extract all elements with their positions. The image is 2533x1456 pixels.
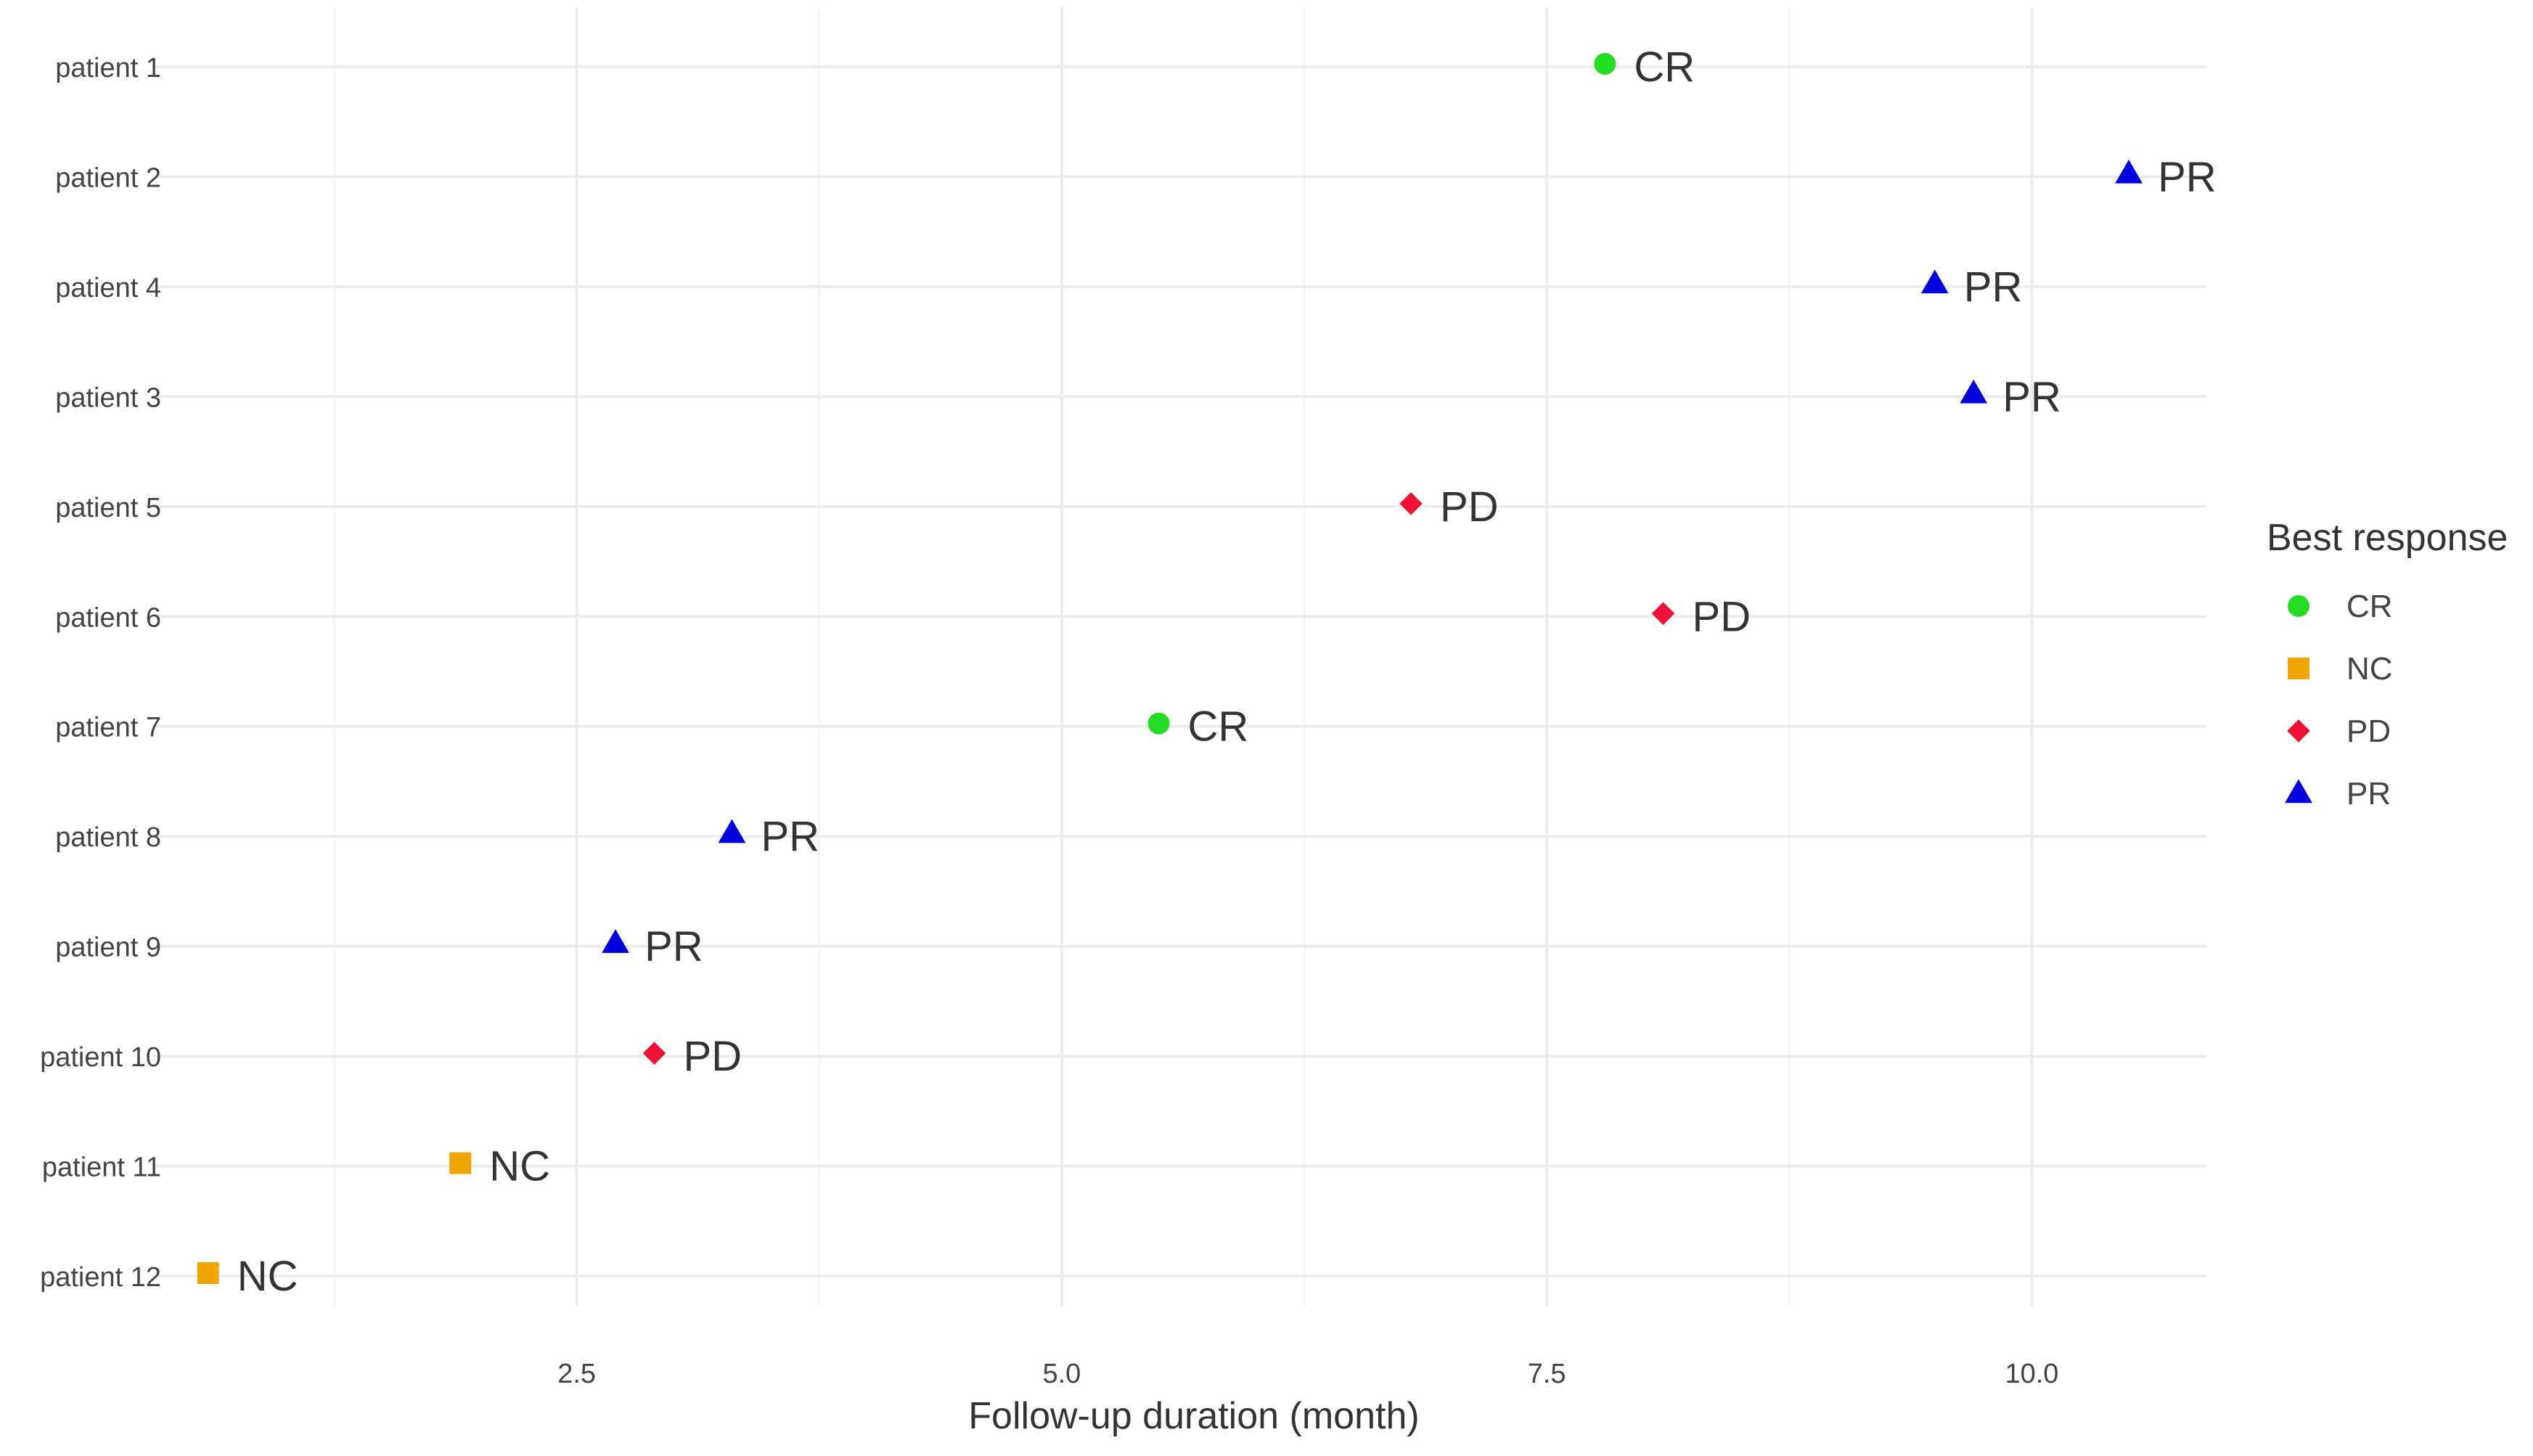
legend-label: PD (2346, 713, 2391, 749)
data-point (2115, 159, 2143, 184)
legend-key (2288, 595, 2309, 617)
y-tick-label: patient 5 (55, 493, 161, 523)
legend-title: Best response (2267, 517, 2508, 559)
y-tick-label: patient 8 (55, 822, 161, 853)
y-tick-label: patient 11 (42, 1153, 161, 1183)
x-tick-labels: 2.5 5.0 7.5 10.0 (557, 1359, 2058, 1389)
y-tick-label: patient 6 (55, 602, 161, 633)
data-point (1399, 492, 1423, 515)
point-label: PD (1693, 593, 1751, 640)
y-tick-label: patient 4 (55, 273, 161, 303)
x-tick-label: 2.5 (557, 1359, 596, 1389)
data-point (1594, 53, 1616, 75)
y-tick-label: patient 12 (40, 1262, 161, 1293)
point-label: PR (2158, 153, 2217, 200)
point-label: PD (684, 1033, 742, 1080)
y-tick-label: patient 10 (40, 1042, 161, 1073)
point-label: NC (489, 1143, 550, 1190)
y-tick-labels: patient 1 patient 2 patient 4 patient 3 pati… (40, 53, 161, 1293)
point-label: PD (1440, 483, 1499, 531)
legend-label: PR (2346, 776, 2391, 811)
point-label: PR (1964, 263, 2023, 311)
legend-label: NC (2346, 651, 2393, 687)
legend-key (2288, 658, 2309, 679)
data-point (1147, 712, 1170, 735)
x-axis-label: Follow-up duration (month) (968, 1395, 1419, 1437)
legend-label: CR (2346, 589, 2393, 624)
point-label: NC (237, 1253, 298, 1300)
data-point (602, 929, 629, 953)
point-label: PR (644, 923, 703, 970)
legend-key (2285, 779, 2312, 803)
y-tick-label: patient 2 (55, 163, 161, 193)
point-label: CR (1634, 44, 1695, 91)
data-point (449, 1152, 472, 1174)
y-tick-label: patient 1 (55, 53, 161, 83)
point-label: CR (1188, 703, 1249, 751)
y-tick-label: patient 3 (55, 383, 161, 413)
grid (152, 7, 2206, 1306)
legend: Best response CR NC PD PR (2267, 517, 2508, 811)
x-tick-label: 10.0 (2005, 1359, 2058, 1389)
x-tick-label: 7.5 (1528, 1359, 1566, 1389)
data-point (197, 1262, 219, 1284)
y-tick-label: patient 9 (55, 933, 161, 963)
data-point (1960, 379, 1988, 404)
point-label: PR (2002, 373, 2061, 420)
data-point (642, 1042, 666, 1065)
data-points: CR PR PR PR PD PD CR PR PR PD NC NC (197, 44, 2217, 1300)
data-point (1651, 602, 1675, 626)
x-tick-label: 5.0 (1042, 1359, 1081, 1389)
point-label: PR (761, 813, 819, 860)
data-point (1920, 269, 1949, 294)
data-point (718, 819, 746, 843)
legend-key (2287, 719, 2310, 743)
y-tick-label: patient 7 (55, 713, 161, 743)
